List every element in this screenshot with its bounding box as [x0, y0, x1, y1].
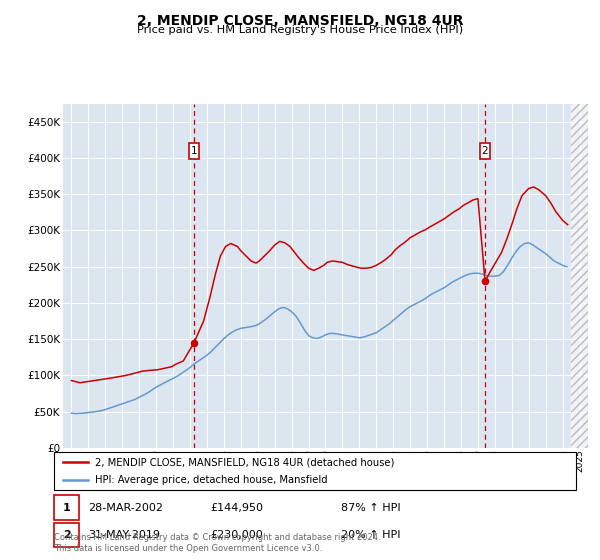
Text: £230,000: £230,000	[211, 530, 263, 540]
Text: 28-MAR-2002: 28-MAR-2002	[88, 503, 163, 512]
Text: Contains HM Land Registry data © Crown copyright and database right 2024.
This d: Contains HM Land Registry data © Crown c…	[54, 533, 380, 553]
Bar	[54, 522, 79, 548]
Text: 20% ↑ HPI: 20% ↑ HPI	[341, 530, 401, 540]
Text: £144,950: £144,950	[211, 503, 263, 512]
Text: 2: 2	[62, 530, 70, 540]
Text: 87% ↑ HPI: 87% ↑ HPI	[341, 503, 401, 512]
Bar	[189, 143, 199, 158]
Text: 2: 2	[482, 146, 488, 156]
Text: 2, MENDIP CLOSE, MANSFIELD, NG18 4UR (detached house): 2, MENDIP CLOSE, MANSFIELD, NG18 4UR (de…	[95, 457, 394, 467]
Bar	[54, 495, 79, 520]
Text: 2, MENDIP CLOSE, MANSFIELD, NG18 4UR: 2, MENDIP CLOSE, MANSFIELD, NG18 4UR	[137, 14, 463, 28]
Text: 1: 1	[62, 503, 70, 512]
Text: 31-MAY-2019: 31-MAY-2019	[88, 530, 160, 540]
Bar	[481, 143, 490, 158]
Bar	[571, 104, 593, 448]
Text: 1: 1	[191, 146, 197, 156]
Bar	[571, 104, 593, 448]
Text: HPI: Average price, detached house, Mansfield: HPI: Average price, detached house, Mans…	[95, 475, 328, 485]
Text: Price paid vs. HM Land Registry's House Price Index (HPI): Price paid vs. HM Land Registry's House …	[137, 25, 463, 35]
